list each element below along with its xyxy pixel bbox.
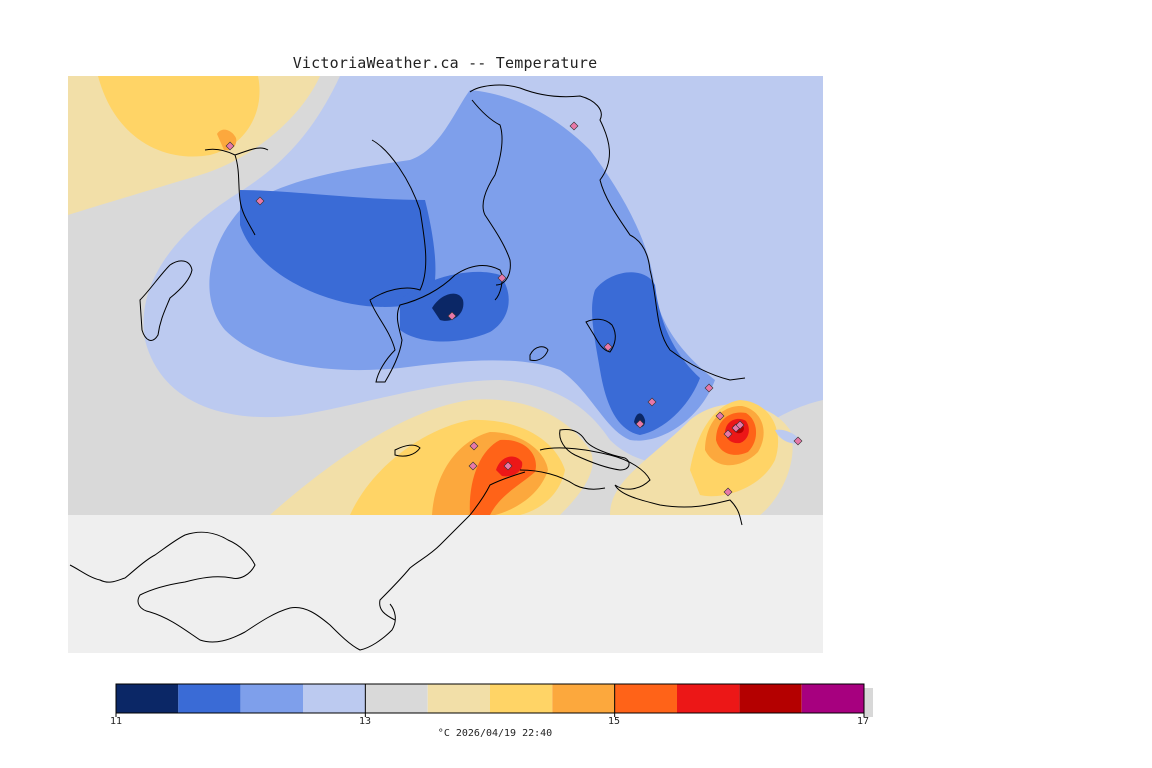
colorbar-tick-label: 17 (857, 716, 870, 727)
station-marker (635, 419, 645, 429)
weather-stations (225, 121, 803, 497)
band-blue-far-east (775, 429, 800, 444)
station-marker (735, 420, 745, 430)
colorbar-bin (427, 684, 490, 713)
station-marker (715, 411, 725, 421)
colorbar-tick-label: 13 (359, 716, 372, 727)
band-blue-east (592, 272, 700, 435)
colorbar-caption: °C 2026/04/19 22:40 (437, 728, 553, 739)
colorbar-bin (116, 684, 179, 713)
colorbar-tick-label: 15 (608, 716, 621, 727)
station-marker (793, 436, 803, 446)
band-navy-center (432, 293, 464, 321)
colorbar-bin (739, 684, 802, 713)
colorbar-bin (365, 684, 428, 713)
station-marker (447, 311, 457, 321)
station-marker (723, 429, 733, 439)
colorbar-bin (178, 684, 241, 713)
colorbar-bin (552, 684, 615, 713)
colorbar-tick-label: 11 (110, 716, 123, 727)
colorbar-bin (490, 684, 553, 713)
station-marker (497, 273, 507, 283)
colorbar-bin (614, 684, 677, 713)
temperature-contours (68, 76, 823, 515)
station-marker (469, 441, 479, 451)
station-marker (225, 141, 235, 151)
station-marker (569, 121, 579, 131)
station-marker (255, 196, 265, 206)
band-medblue (209, 90, 715, 441)
colorbar-bin (240, 684, 303, 713)
colorbar-bin (303, 684, 366, 713)
map-title: VictoriaWeather.ca -- Temperature (292, 54, 598, 72)
station-marker (468, 461, 478, 471)
colorbar-bin (801, 684, 864, 713)
station-marker (723, 487, 733, 497)
station-marker (503, 461, 513, 471)
band-blue-west (240, 190, 436, 307)
colorbar-bin (677, 684, 740, 713)
colorbar-shadow (864, 688, 873, 717)
band-redorange-south (469, 439, 536, 515)
station-marker (704, 383, 714, 393)
station-marker (647, 397, 657, 407)
station-marker (603, 342, 613, 352)
coastlines (69, 84, 746, 651)
